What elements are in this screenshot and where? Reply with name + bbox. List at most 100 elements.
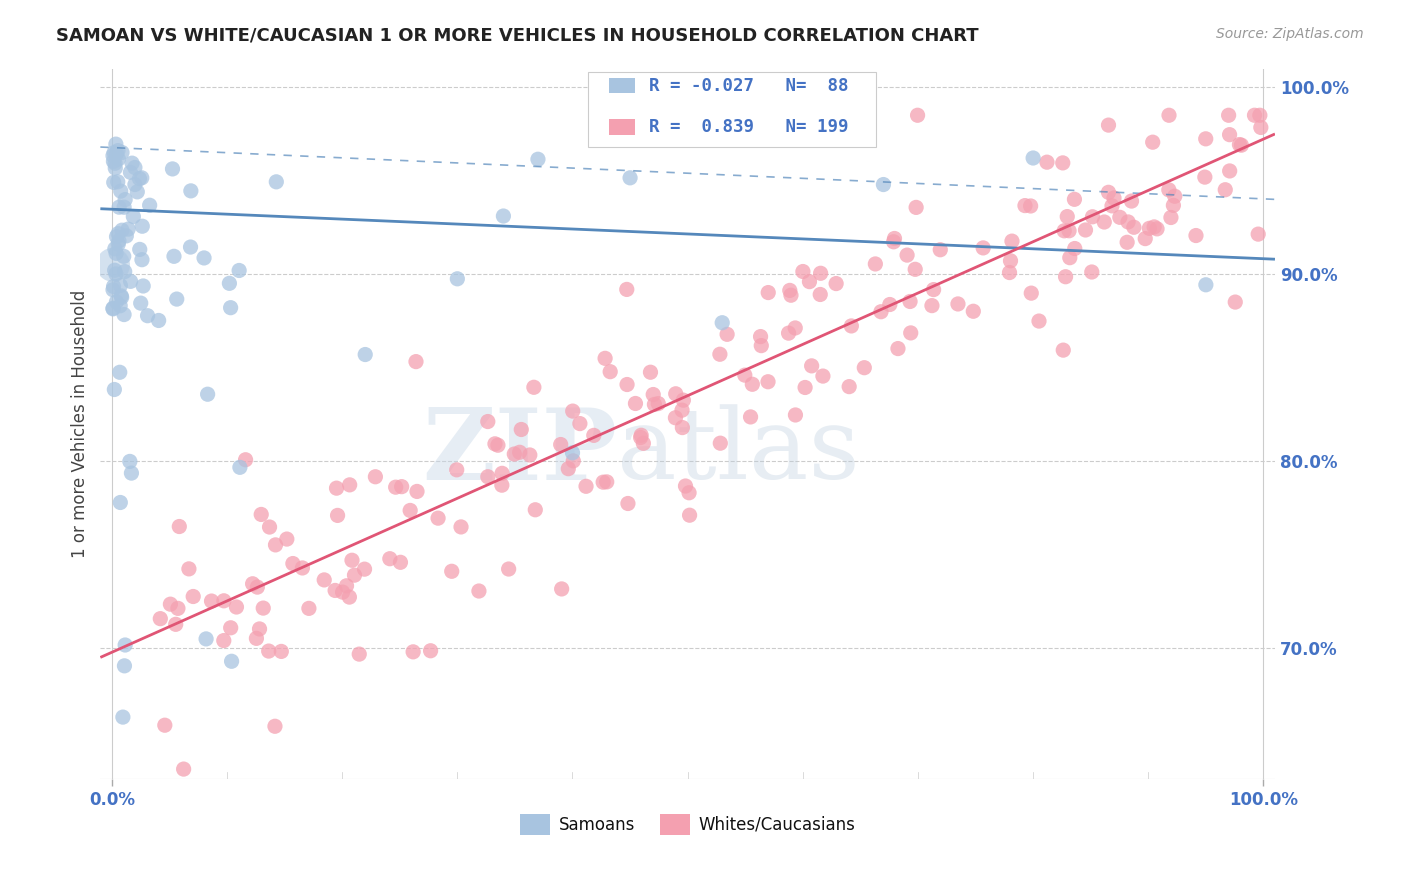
Point: [131, 252, 153, 267]
Point: [110, 184, 132, 198]
Point: [1219, 128, 1241, 142]
Point: [1213, 183, 1236, 197]
Point: [131, 219, 153, 234]
Point: [922, 283, 945, 297]
Point: [1056, 210, 1078, 224]
Point: [354, 347, 377, 361]
Point: [169, 519, 191, 533]
Point: [561, 446, 583, 460]
Point: [108, 200, 131, 214]
Point: [599, 365, 621, 379]
Point: [257, 644, 280, 658]
Point: [1218, 108, 1240, 122]
Point: [132, 279, 155, 293]
Point: [800, 359, 823, 373]
Point: [353, 562, 375, 576]
Text: ZIP: ZIP: [422, 404, 617, 500]
Point: [219, 301, 242, 315]
Point: [117, 222, 139, 236]
Point: [678, 508, 700, 523]
Point: [1081, 265, 1104, 279]
Point: [596, 475, 619, 489]
Point: [148, 313, 170, 327]
Point: [218, 277, 240, 291]
Point: [114, 193, 136, 207]
Point: [325, 481, 347, 495]
Point: [118, 454, 141, 468]
Point: [136, 309, 159, 323]
Point: [633, 436, 655, 450]
Point: [419, 644, 441, 658]
Point: [883, 231, 905, 245]
Point: [246, 580, 269, 594]
Point: [671, 403, 693, 417]
Point: [741, 377, 763, 392]
Point: [640, 365, 662, 379]
Point: [498, 562, 520, 576]
Point: [1052, 156, 1074, 170]
Point: [1142, 135, 1164, 149]
Point: [339, 478, 361, 492]
Point: [291, 561, 314, 575]
Point: [841, 318, 863, 333]
Point: [221, 654, 243, 668]
Point: [112, 200, 135, 214]
Point: [671, 420, 693, 434]
Point: [1121, 194, 1143, 208]
Point: [998, 266, 1021, 280]
Point: [281, 557, 304, 571]
Point: [120, 466, 142, 480]
Point: [617, 496, 640, 510]
Point: [1101, 199, 1123, 213]
FancyBboxPatch shape: [609, 119, 634, 135]
Point: [593, 351, 616, 366]
Point: [509, 445, 531, 459]
Point: [740, 409, 762, 424]
Point: [103, 279, 125, 293]
Point: [111, 223, 134, 237]
Point: [1097, 186, 1119, 200]
FancyBboxPatch shape: [588, 72, 876, 146]
Legend: Samoans, Whites/Caucasians: Samoans, Whites/Caucasians: [520, 814, 855, 835]
Point: [105, 146, 128, 161]
Point: [107, 237, 129, 252]
Point: [343, 568, 366, 582]
Point: [124, 161, 146, 175]
Point: [1063, 192, 1085, 206]
Point: [110, 289, 132, 303]
Point: [200, 594, 222, 608]
Point: [749, 329, 772, 343]
Point: [1163, 198, 1185, 212]
Point: [582, 428, 605, 442]
Point: [105, 229, 128, 244]
Point: [1022, 151, 1045, 165]
Point: [1116, 215, 1139, 229]
Point: [173, 762, 195, 776]
Point: [1250, 120, 1272, 135]
Point: [163, 249, 186, 263]
Point: [1074, 223, 1097, 237]
Point: [399, 503, 422, 517]
Text: R = -0.027   N=  88: R = -0.027 N= 88: [650, 77, 848, 95]
Point: [162, 161, 184, 176]
Point: [128, 171, 150, 186]
Point: [557, 461, 579, 475]
Point: [778, 326, 800, 340]
Point: [378, 551, 401, 566]
Point: [270, 644, 292, 658]
Point: [900, 326, 922, 340]
Point: [112, 308, 135, 322]
Point: [785, 321, 807, 335]
Point: [1019, 286, 1042, 301]
Point: [1001, 234, 1024, 248]
Point: [114, 658, 136, 673]
Point: [114, 638, 136, 652]
Point: [405, 354, 427, 368]
Point: [1137, 221, 1160, 235]
Point: [1195, 132, 1218, 146]
Point: [121, 156, 143, 170]
Point: [1052, 343, 1074, 358]
Point: [491, 478, 513, 492]
Point: [101, 301, 124, 316]
Point: [780, 288, 803, 302]
